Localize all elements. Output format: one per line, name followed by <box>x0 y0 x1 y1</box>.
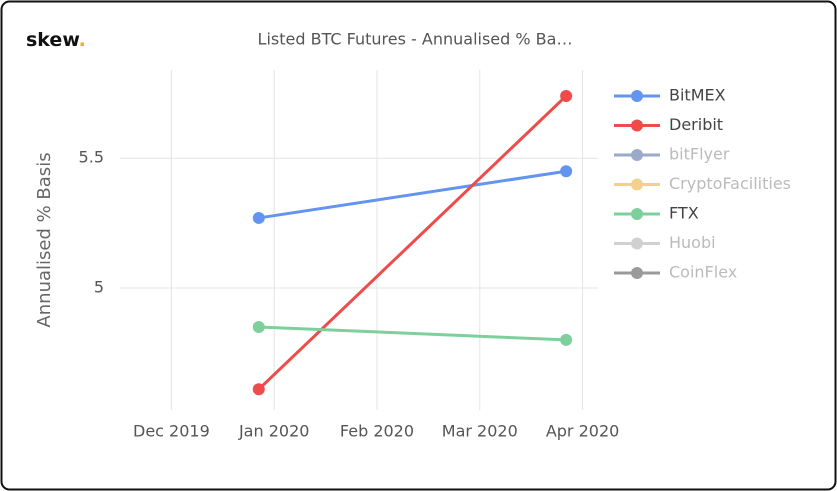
data-point <box>252 383 265 396</box>
x-tick-label: Jan 2020 <box>238 422 309 441</box>
chart-title: Listed BTC Futures - Annualised % Ba… <box>258 30 573 49</box>
data-point <box>252 320 265 333</box>
legend-item[interactable]: Deribit <box>614 115 723 134</box>
legend-item[interactable]: CryptoFacilities <box>614 174 791 193</box>
legend-marker <box>631 267 643 279</box>
y-axis-label: Annualised % Basis <box>34 152 55 327</box>
legend-item[interactable]: CoinFlex <box>614 263 737 282</box>
logo-dot: . <box>79 29 86 51</box>
legend-marker <box>631 208 643 220</box>
legend-label: Deribit <box>669 115 723 134</box>
legend-label: CoinFlex <box>669 263 737 282</box>
legend-label: Huobi <box>669 233 716 252</box>
legend-marker <box>631 90 643 102</box>
legend-item[interactable]: BitMEX <box>614 86 726 105</box>
legend-label: FTX <box>669 204 699 223</box>
legend-marker <box>631 149 643 161</box>
logo: skew. <box>26 29 86 51</box>
series-line <box>258 325 567 342</box>
legend-marker <box>631 178 643 191</box>
legend-marker <box>631 119 643 132</box>
y-tick-label: 5 <box>94 278 104 297</box>
legend-marker <box>631 237 643 250</box>
x-tick-label: Dec 2019 <box>133 422 210 441</box>
data-point <box>560 89 573 102</box>
legend-item[interactable]: bitFlyer <box>614 145 730 164</box>
data-point <box>560 333 573 346</box>
data-point <box>560 165 573 178</box>
legend-label: bitFlyer <box>669 145 730 164</box>
legend-label: BitMEX <box>669 86 726 105</box>
x-tick-label: Apr 2020 <box>546 422 619 441</box>
x-tick-label: Mar 2020 <box>442 422 518 441</box>
logo-word: skew <box>26 29 79 51</box>
x-tick-label: Feb 2020 <box>340 422 414 441</box>
data-point <box>252 211 265 224</box>
series-line <box>258 169 567 220</box>
series-line <box>257 94 568 391</box>
legend-label: CryptoFacilities <box>669 174 791 193</box>
legend-item[interactable]: FTX <box>614 204 699 223</box>
legend-item[interactable]: Huobi <box>614 233 716 252</box>
y-tick-label: 5.5 <box>79 148 104 167</box>
